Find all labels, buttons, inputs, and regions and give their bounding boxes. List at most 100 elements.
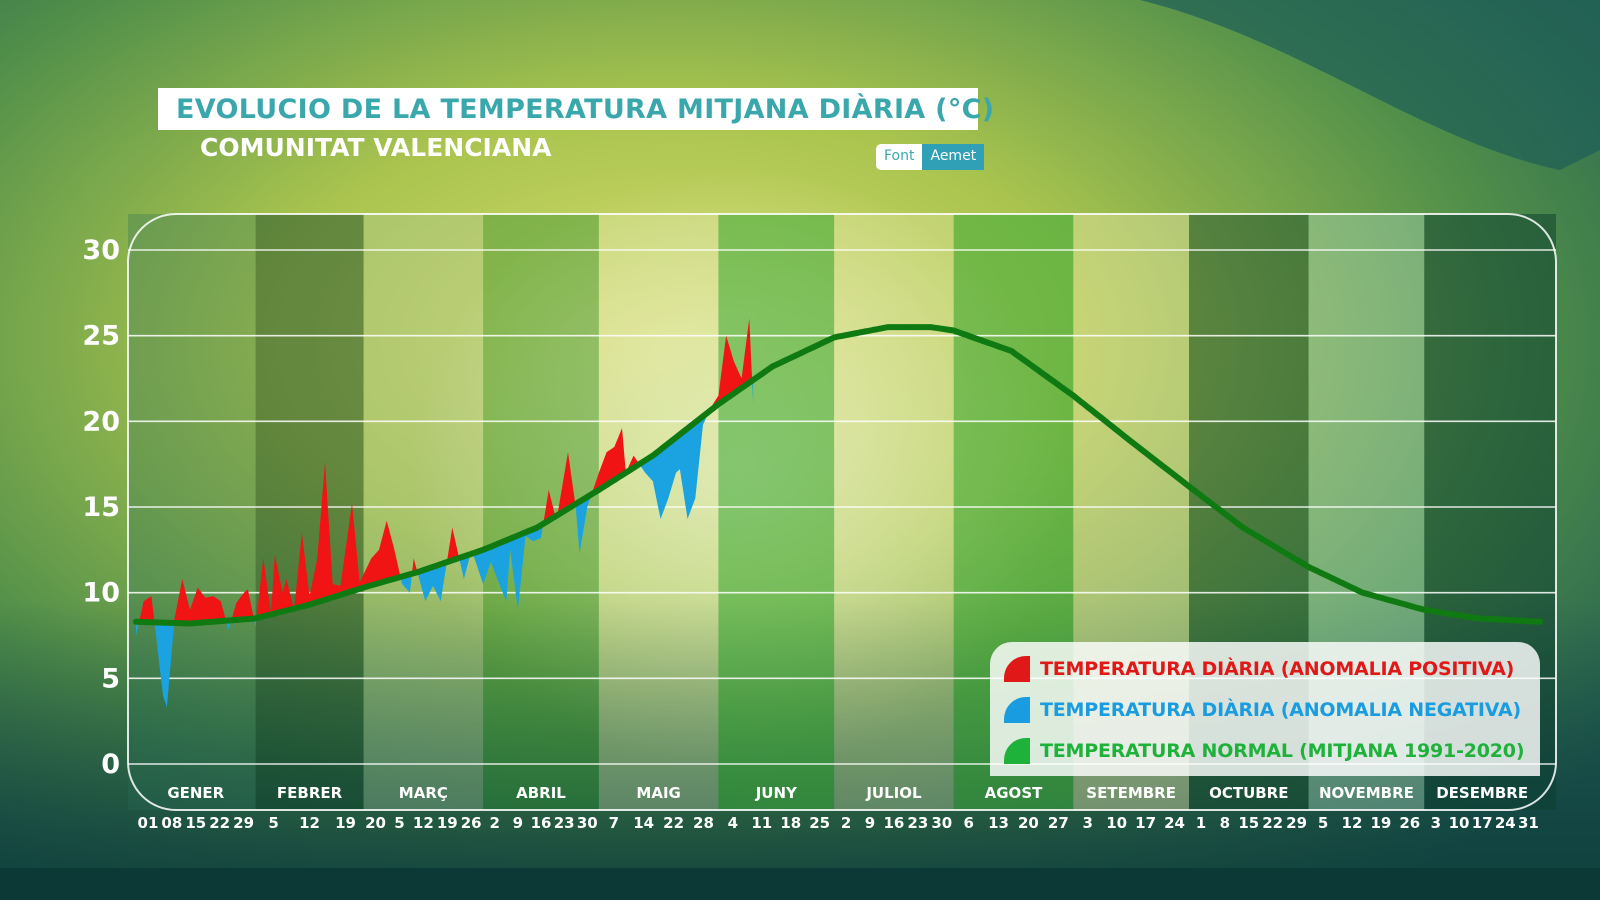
day-tick-labels: 01 08 15 22 29 5 12 19 20 5 12 19 26 2 9 16 23 30 7 14 22 28 4… — [138, 814, 1539, 832]
month-label: DESEMBRE — [1436, 784, 1528, 802]
month-label: FEBRER — [277, 784, 343, 802]
day-tick-label: 10 — [1106, 814, 1127, 832]
month-label: MAIG — [636, 784, 680, 802]
month-band — [834, 214, 954, 810]
month-label: NOVEMBRE — [1319, 784, 1414, 802]
legend-label: TEMPERATURA NORMAL (MITJANA 1991-2020) — [1040, 740, 1525, 762]
day-tick-label: 13 — [988, 814, 1009, 832]
day-tick-label: 25 — [809, 814, 830, 832]
day-tick-label: 22 — [209, 814, 230, 832]
month-band — [128, 214, 256, 810]
day-tick-label: 1 — [1196, 814, 1206, 832]
day-tick-label: 23 — [907, 814, 928, 832]
month-label: ABRIL — [516, 784, 566, 802]
month-label: JULIOL — [865, 784, 922, 802]
month-labels: GENER FEBRER MARÇ ABRIL MAIG JUNY JULIOL AGOST S… — [167, 784, 1528, 802]
day-tick-label: 12 — [413, 814, 434, 832]
bottom-bar — [0, 868, 1600, 900]
day-tick-label: 18 — [780, 814, 801, 832]
day-tick-label: 10 — [1449, 814, 1470, 832]
day-tick-label: 23 — [554, 814, 575, 832]
y-tick-label: 25 — [82, 321, 120, 352]
y-tick-label: 15 — [82, 492, 120, 523]
y-tick-label: 10 — [82, 578, 120, 609]
legend-swatch-icon — [1004, 697, 1030, 723]
day-tick-label: 24 — [1495, 814, 1516, 832]
normal-line-group — [133, 324, 1543, 627]
positive-anomaly-area — [136, 318, 754, 624]
month-band — [718, 214, 835, 810]
day-tick-label: 6 — [963, 814, 973, 832]
legend-label: TEMPERATURA DIÀRIA (ANOMALIA NEGATIVA) — [1040, 699, 1522, 721]
day-tick-label: 26 — [461, 814, 482, 832]
month-band — [255, 214, 364, 810]
day-tick-label: 9 — [865, 814, 875, 832]
day-tick-label: 5 — [1318, 814, 1328, 832]
day-tick-label: 22 — [663, 814, 684, 832]
day-tick-label: 17 — [1472, 814, 1493, 832]
chart-subtitle: COMUNITAT VALENCIANA — [200, 133, 552, 162]
month-label: SETEMBRE — [1086, 784, 1176, 802]
day-tick-label: 19 — [437, 814, 458, 832]
day-tick-label: 20 — [1018, 814, 1039, 832]
day-tick-label: 5 — [394, 814, 404, 832]
day-tick-label: 4 — [728, 814, 738, 832]
legend-item-normal: TEMPERATURA NORMAL (MITJANA 1991-2020) — [1004, 738, 1525, 764]
day-tick-label: 15 — [1238, 814, 1259, 832]
day-tick-label: 11 — [751, 814, 772, 832]
month-label: OCTUBRE — [1209, 784, 1288, 802]
month-label: AGOST — [985, 784, 1043, 802]
day-tick-label: 3 — [1431, 814, 1441, 832]
day-tick-label: 29 — [1286, 814, 1307, 832]
source-value: Aemet — [922, 144, 985, 170]
day-tick-label: 9 — [513, 814, 523, 832]
day-tick-label: 8 — [1220, 814, 1230, 832]
day-tick-label: 27 — [1048, 814, 1069, 832]
legend-item-positive: TEMPERATURA DIÀRIA (ANOMALIA POSITIVA) — [1004, 656, 1514, 682]
month-band — [598, 214, 719, 810]
day-tick-label: 08 — [161, 814, 182, 832]
day-tick-label: 30 — [577, 814, 598, 832]
anomaly-areas — [136, 318, 754, 708]
day-tick-label: 26 — [1399, 814, 1420, 832]
day-tick-label: 7 — [609, 814, 619, 832]
day-tick-label: 19 — [335, 814, 356, 832]
y-tick-label: 30 — [82, 235, 120, 266]
month-label: JUNY — [755, 784, 798, 802]
legend: TEMPERATURA DIÀRIA (ANOMALIA POSITIVA) T… — [990, 642, 1540, 776]
legend-swatch-icon — [1004, 738, 1030, 764]
day-tick-label: 01 — [138, 814, 159, 832]
day-tick-label: 30 — [931, 814, 952, 832]
y-tick-label: 20 — [82, 406, 120, 437]
day-tick-label: 2 — [489, 814, 499, 832]
normal-temperature-line — [133, 324, 1543, 627]
day-tick-label: 17 — [1135, 814, 1156, 832]
legend-label: TEMPERATURA DIÀRIA (ANOMALIA POSITIVA) — [1040, 658, 1515, 680]
month-label: MARÇ — [399, 784, 448, 802]
day-tick-label: 5 — [268, 814, 278, 832]
day-tick-label: 31 — [1518, 814, 1539, 832]
source-badge: Font Aemet — [876, 144, 985, 170]
day-tick-label: 22 — [1262, 814, 1283, 832]
chart-title: EVOLUCIO DE LA TEMPERATURA MITJANA DIÀRI… — [176, 93, 995, 125]
day-tick-label: 12 — [299, 814, 320, 832]
day-tick-label: 28 — [693, 814, 714, 832]
day-tick-label: 29 — [233, 814, 254, 832]
plot-frame — [127, 213, 1557, 811]
day-tick-label: 15 — [185, 814, 206, 832]
day-tick-label: 14 — [633, 814, 654, 832]
legend-swatch-icon — [1004, 656, 1030, 682]
y-axis-ticks: 0 5 10 15 20 25 30 — [82, 235, 120, 780]
y-tick-label: 5 — [101, 663, 120, 694]
day-tick-label: 12 — [1342, 814, 1363, 832]
legend-item-negative: TEMPERATURA DIÀRIA (ANOMALIA NEGATIVA) — [1004, 697, 1521, 723]
title-box: EVOLUCIO DE LA TEMPERATURA MITJANA DIÀRI… — [158, 88, 994, 130]
month-bands — [128, 214, 1556, 810]
source-label: Font — [876, 144, 923, 170]
day-tick-label: 19 — [1370, 814, 1391, 832]
day-tick-label: 24 — [1164, 814, 1185, 832]
month-label: GENER — [167, 784, 224, 802]
day-tick-label: 20 — [365, 814, 386, 832]
y-tick-label: 0 — [101, 749, 120, 780]
